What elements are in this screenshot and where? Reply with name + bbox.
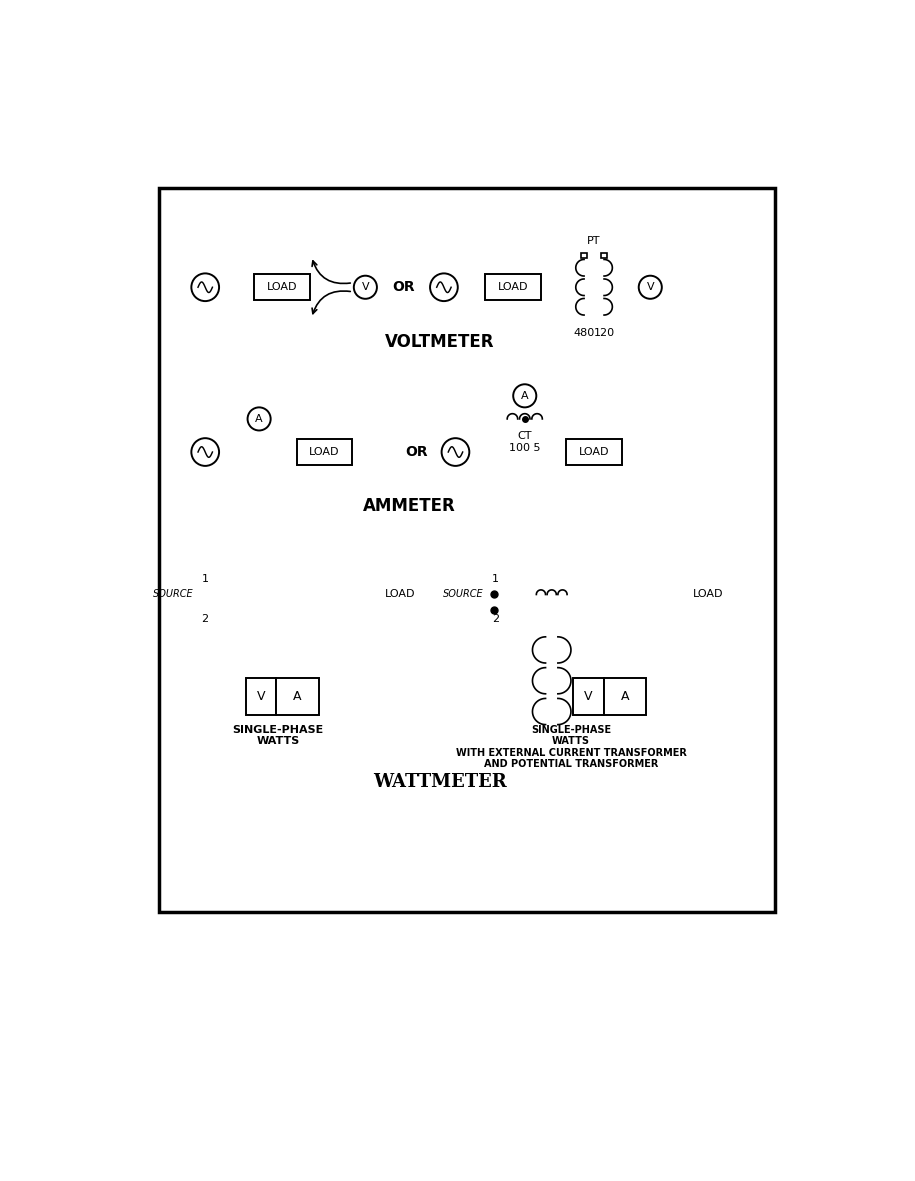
Text: V: V bbox=[584, 690, 593, 703]
Text: 480: 480 bbox=[574, 328, 595, 338]
Text: 1: 1 bbox=[201, 574, 209, 585]
Text: A: A bbox=[294, 690, 302, 703]
Text: CT
100 5: CT 100 5 bbox=[509, 431, 541, 452]
Text: SINGLE-PHASE
WATTS: SINGLE-PHASE WATTS bbox=[232, 725, 324, 746]
Text: PT: PT bbox=[587, 236, 601, 246]
Text: LOAD: LOAD bbox=[384, 589, 415, 600]
Circle shape bbox=[354, 275, 377, 299]
Circle shape bbox=[513, 384, 536, 407]
Text: LOAD: LOAD bbox=[579, 448, 609, 457]
Text: V: V bbox=[361, 282, 369, 292]
Text: V: V bbox=[647, 282, 654, 292]
Circle shape bbox=[639, 275, 662, 299]
Text: LOAD: LOAD bbox=[309, 448, 339, 457]
Text: SOURCE: SOURCE bbox=[444, 589, 484, 600]
Text: A: A bbox=[255, 413, 263, 424]
Text: VOLTMETER: VOLTMETER bbox=[385, 333, 495, 351]
Text: 1: 1 bbox=[491, 574, 499, 585]
Bar bbox=[254, 274, 310, 300]
Text: A: A bbox=[521, 391, 529, 400]
Circle shape bbox=[191, 273, 219, 301]
Text: LOAD: LOAD bbox=[498, 282, 529, 292]
Bar bbox=[276, 678, 318, 715]
Bar bbox=[486, 274, 541, 300]
Circle shape bbox=[430, 273, 458, 301]
Bar bbox=[573, 678, 604, 715]
Text: AMMETER: AMMETER bbox=[363, 497, 456, 515]
Circle shape bbox=[191, 438, 219, 465]
Text: SOURCE: SOURCE bbox=[153, 589, 194, 600]
Bar bbox=[604, 678, 646, 715]
Text: 2: 2 bbox=[201, 614, 209, 624]
Text: LOAD: LOAD bbox=[693, 589, 723, 600]
Bar bbox=[566, 439, 622, 465]
Bar bbox=[581, 253, 587, 259]
Text: OR: OR bbox=[393, 280, 415, 294]
Bar bbox=[601, 253, 607, 259]
Text: 2: 2 bbox=[491, 614, 499, 624]
Bar bbox=[245, 678, 276, 715]
Circle shape bbox=[248, 407, 271, 430]
Text: SINGLE-PHASE
WATTS
WITH EXTERNAL CURRENT TRANSFORMER
AND POTENTIAL TRANSFORMER: SINGLE-PHASE WATTS WITH EXTERNAL CURRENT… bbox=[456, 725, 686, 769]
Circle shape bbox=[442, 438, 469, 465]
Text: OR: OR bbox=[405, 445, 428, 459]
Text: LOAD: LOAD bbox=[267, 282, 297, 292]
Text: WATTMETER: WATTMETER bbox=[373, 774, 507, 791]
Text: A: A bbox=[620, 690, 630, 703]
Text: 120: 120 bbox=[594, 328, 615, 338]
FancyArrowPatch shape bbox=[312, 261, 350, 283]
FancyArrowPatch shape bbox=[312, 291, 350, 314]
Bar bbox=[159, 188, 775, 912]
Bar bbox=[296, 439, 352, 465]
Text: V: V bbox=[257, 690, 265, 703]
